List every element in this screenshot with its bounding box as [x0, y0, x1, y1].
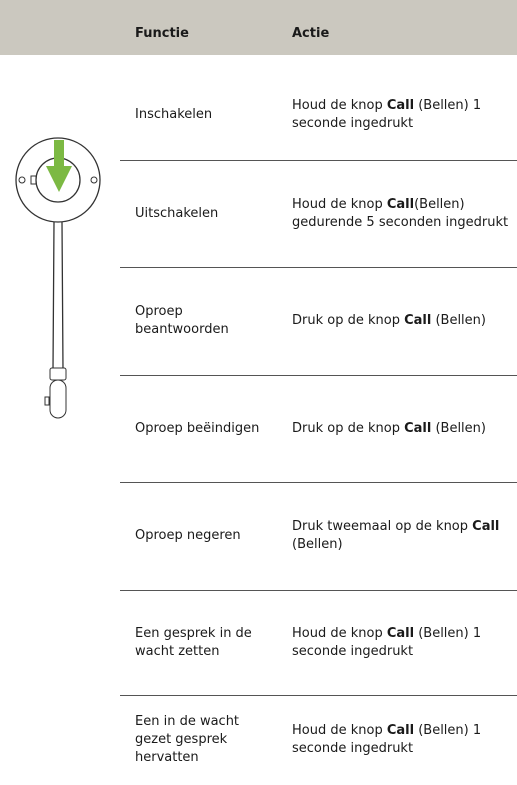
function-cell: Oproep negeren — [135, 528, 241, 543]
action-text: (Bellen) 1 seconde ingedrukt — [292, 98, 482, 131]
action-cell: Druk tweemaal op de knop Call (Bellen) — [292, 518, 514, 554]
row-separator — [120, 160, 517, 161]
action-text: (Bellen) gedurende 5 seconden ingedrukt — [292, 196, 509, 230]
row-separator — [120, 695, 517, 696]
table-row: Een in de wacht gezet gesprek hervatten H… — [120, 695, 517, 785]
headset-illustration — [15, 137, 101, 419]
action-text: Houd de knop — [292, 196, 387, 212]
action-cell: Druk op de knop Call (Bellen) — [292, 312, 514, 330]
row-separator — [120, 267, 517, 268]
action-text: Druk op de knop — [292, 313, 405, 328]
header-cell: Actie — [292, 26, 330, 41]
action-text: Houd de knop — [292, 625, 387, 641]
table-row: Een gesprek in de wacht zetten Houd de kn… — [120, 590, 517, 695]
table-row: Oproep beantwoorden Druk op de knop Call … — [120, 267, 517, 375]
action-cell: Houd de knop Call (Bellen) 1 seconde ing… — [292, 97, 514, 133]
row-separator — [120, 482, 517, 483]
button-name: Call — [404, 313, 432, 328]
function-cell: Uitschakelen — [135, 205, 219, 221]
action-text: (Bellen) — [292, 537, 343, 552]
header-cell: Functie — [135, 26, 189, 41]
action-text: (Bellen) 1 seconde ingedrukt — [292, 723, 482, 756]
button-name: Call — [404, 420, 432, 436]
function-cell: Een in de wacht gezet gesprek hervatten — [135, 714, 240, 765]
button-name: Call — [386, 196, 415, 212]
table-row: Uitschakelen Houd de knop Call(Bellen) ge… — [120, 160, 517, 267]
function-cell: Een gesprek in de wacht zetten — [135, 625, 252, 659]
action-cell: Houd de knop Call (Bellen) 1 seconde ing… — [292, 625, 514, 661]
row-separator — [120, 590, 517, 591]
table-row: Oproep negeren Druk tweemaal op de knop C… — [120, 482, 517, 590]
action-cell: Druk op de knop Call (Bellen) — [292, 420, 514, 438]
action-text: (Bellen) 1 seconde ingedrukt — [292, 625, 482, 659]
function-cell: Inschakelen — [135, 107, 213, 122]
action-text: Houd de knop — [292, 723, 387, 738]
table-row: Inschakelen Houd de knop Call (Bellen) 1 … — [120, 70, 517, 160]
table-row: Oproep beëindigen Druk op de knop Call (B… — [120, 375, 517, 482]
action-text: Druk tweemaal op de knop — [292, 519, 473, 534]
action-text: (Bellen) — [431, 420, 486, 436]
action-text: Houd de knop — [292, 98, 387, 113]
action-cell: Houd de knop Call (Bellen) 1 seconde ing… — [292, 722, 514, 758]
button-name: Call — [386, 723, 415, 738]
button-name: Call — [386, 625, 415, 641]
function-cell: Oproep beantwoorden — [135, 304, 229, 337]
action-text: (Bellen) — [431, 313, 486, 328]
action-cell: Houd de knop Call(Bellen) gedurende 5 se… — [292, 196, 514, 232]
table-header: Functie Actie — [0, 0, 517, 55]
function-cell: Oproep beëindigen — [135, 420, 260, 436]
button-name: Call — [472, 519, 500, 534]
action-text: Druk op de knop — [292, 420, 405, 436]
row-separator — [120, 375, 517, 376]
button-name: Call — [386, 98, 415, 113]
